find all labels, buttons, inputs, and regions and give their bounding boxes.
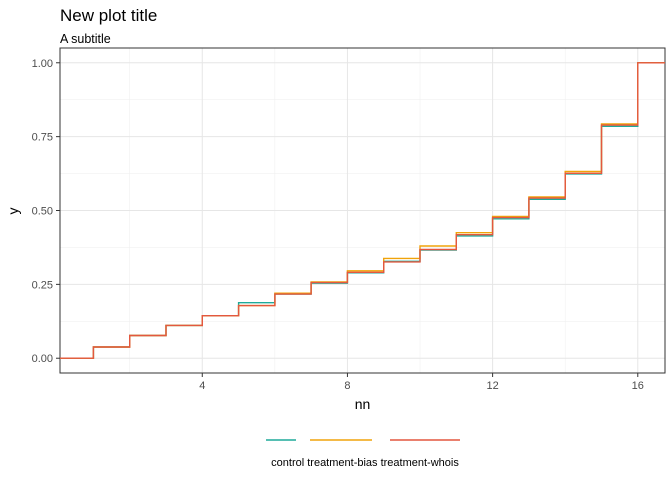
chart-subtitle: A subtitle xyxy=(60,32,111,46)
grid xyxy=(60,48,665,373)
x-tick-label: 12 xyxy=(486,380,498,392)
legend-text: control treatment-bias treatment-whois xyxy=(271,457,459,469)
y-tick-label: 0.00 xyxy=(32,353,53,365)
x-tick-label: 16 xyxy=(632,380,644,392)
y-tick-label: 0.25 xyxy=(32,279,53,291)
y-axis-title: y xyxy=(5,208,21,215)
y-tick-label: 0.75 xyxy=(32,132,53,144)
x-tick-label: 4 xyxy=(199,380,205,392)
y-tick-label: 1.00 xyxy=(32,58,53,70)
series-lines xyxy=(60,62,665,359)
axes: 4 8 12 16 0.00 0.25 0.50 0.75 1.00 xyxy=(32,58,644,392)
y-tick-label: 0.50 xyxy=(32,206,53,218)
x-tick-label: 8 xyxy=(344,380,350,392)
series-line-3 xyxy=(60,62,665,359)
chart-title: New plot title xyxy=(60,6,157,25)
x-axis-title: nn xyxy=(355,396,371,412)
